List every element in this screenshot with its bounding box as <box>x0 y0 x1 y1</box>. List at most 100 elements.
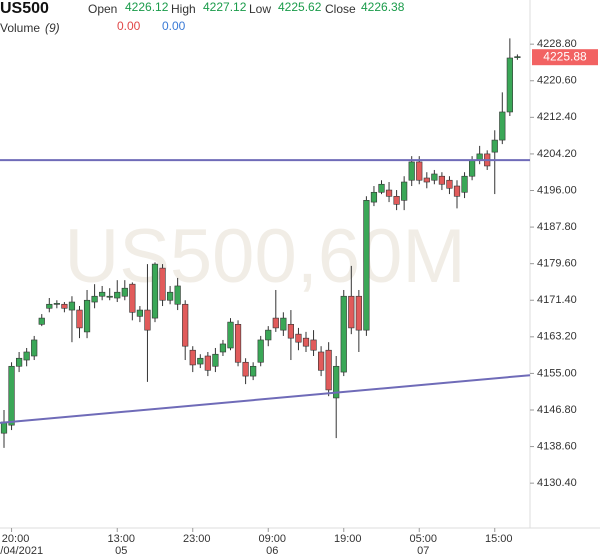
candle-body <box>446 179 453 189</box>
value: 4226.38 <box>361 0 405 14</box>
candle-body <box>38 317 45 325</box>
x-tick-label: 23:00 <box>183 533 211 545</box>
candle-body <box>167 291 174 301</box>
candle-body <box>287 324 295 339</box>
candle-body <box>506 57 513 113</box>
candle-body <box>212 353 219 367</box>
date-label: 05 <box>115 545 127 557</box>
value: 0.00 <box>117 19 141 33</box>
candle-body <box>227 321 234 349</box>
candle-body <box>219 343 227 353</box>
candle-body <box>355 295 362 331</box>
candle-body <box>378 183 385 193</box>
label: Volume <box>0 21 40 35</box>
date-label: 06 <box>266 545 278 557</box>
candle-body <box>8 365 15 426</box>
candle-body <box>302 337 310 347</box>
y-tick-label: 4138.60 <box>537 440 577 452</box>
candle-body <box>325 349 332 391</box>
candle-body <box>408 161 415 181</box>
candle-body <box>68 301 76 311</box>
candle-body <box>61 303 68 309</box>
candle-body <box>159 267 166 301</box>
candle-body <box>46 303 53 309</box>
symbol: US500 <box>0 0 49 17</box>
label: Open <box>88 2 117 16</box>
candle-body <box>370 191 378 203</box>
date-label: 05/04/2021 <box>0 545 43 557</box>
x-tick-label: 05:00 <box>409 533 437 545</box>
candle-body <box>265 329 272 341</box>
candle-body <box>461 175 468 193</box>
candle-body <box>15 357 23 367</box>
y-tick-label: 4179.60 <box>537 258 577 270</box>
candle-body <box>83 299 91 333</box>
candle-body <box>189 349 196 366</box>
y-tick-label: 4204.20 <box>537 148 577 160</box>
candle-body <box>393 195 400 205</box>
y-tick-label: 4163.20 <box>537 331 577 343</box>
candle-body <box>99 291 106 297</box>
candle-body <box>491 139 498 153</box>
candle-body <box>468 159 476 177</box>
y-tick-label: 4220.60 <box>537 75 577 87</box>
candle-body <box>23 351 30 361</box>
value: 4226.12 <box>125 0 169 14</box>
candle-body <box>340 295 347 373</box>
y-tick-label: 4228.80 <box>537 38 577 50</box>
trend-line <box>0 374 531 424</box>
candle-body <box>197 357 204 365</box>
y-tick-label: 4171.40 <box>537 294 577 306</box>
candle-body <box>499 111 506 141</box>
x-tick-label: 19:00 <box>334 533 362 545</box>
y-tick-label: 4130.40 <box>537 477 577 489</box>
last-price-box <box>532 49 598 66</box>
candle-body <box>31 339 38 357</box>
y-tick-label: 4146.80 <box>537 404 577 416</box>
candle-body <box>280 317 287 331</box>
candle-body <box>250 365 257 377</box>
candle-body <box>401 181 408 201</box>
candle-body <box>144 309 151 331</box>
candle-body <box>453 185 461 197</box>
candle-body <box>53 303 60 305</box>
last-price-label: 4225.88 <box>543 49 587 63</box>
candle-body <box>174 285 181 305</box>
candle-body <box>514 56 521 58</box>
candle-body <box>76 309 83 329</box>
candle-body <box>234 324 242 363</box>
candle-body <box>317 351 325 371</box>
candle-body <box>310 339 317 351</box>
label: Low <box>249 2 271 16</box>
candle-body <box>438 175 446 185</box>
candle-body <box>91 295 98 303</box>
candle-body <box>423 177 430 183</box>
label: High <box>171 2 196 16</box>
candle-body <box>129 283 136 313</box>
x-tick-label: 13:00 <box>107 533 135 545</box>
y-tick-label: 4212.40 <box>537 111 577 123</box>
candle-body <box>333 365 340 399</box>
y-tick-label: 4196.00 <box>537 184 577 196</box>
candle-body <box>182 303 189 347</box>
candle-body <box>348 295 355 329</box>
candle-body <box>385 189 393 197</box>
value: 4227.12 <box>203 0 247 14</box>
candle-body <box>151 263 159 319</box>
value: 4225.62 <box>278 0 322 14</box>
candle-body <box>121 287 128 297</box>
candle-body <box>106 295 113 298</box>
candle-body <box>204 355 211 371</box>
x-tick-label: 20:00 <box>2 533 30 545</box>
candle-body <box>242 361 249 377</box>
y-tick-label: 4155.00 <box>537 367 577 379</box>
candle-body <box>431 173 438 181</box>
candle-body <box>363 200 370 331</box>
label: (9) <box>45 21 60 35</box>
plot: US500,60M <box>0 38 531 448</box>
x-tick-label: 09:00 <box>258 533 286 545</box>
candle-body <box>416 161 423 181</box>
candle-body <box>114 291 121 299</box>
